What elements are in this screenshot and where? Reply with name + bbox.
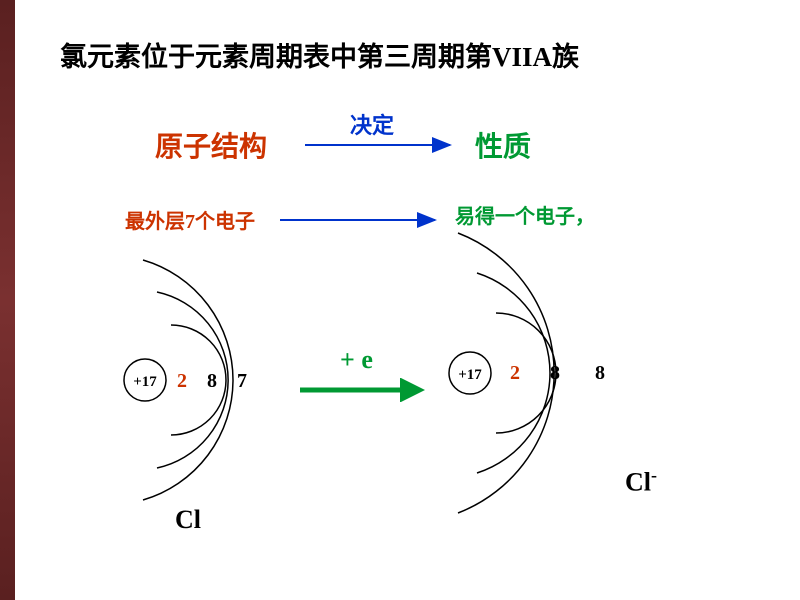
atom-left-shell-1: 2 — [177, 370, 187, 393]
atom-right-symbol-text: Cl — [625, 468, 651, 497]
page-title: 氯元素位于元素周期表中第三周期第VIIA族 — [60, 35, 579, 74]
left-stripe — [0, 0, 15, 600]
atom-right-charge: - — [651, 465, 657, 485]
atom-left-nucleus: +17 — [133, 374, 157, 390]
atom-left-shell-2: 8 — [207, 370, 217, 393]
arrow-detail — [280, 210, 450, 230]
slide-content: 氯元素位于元素周期表中第三周期第VIIA族 原子结构 决定 性质 最外层7个电子… — [15, 0, 800, 600]
atom-right-shell-3: 8 — [595, 362, 605, 385]
atom-right-diagram: +17 — [410, 228, 710, 528]
atom-left-shell-3: 7 — [237, 370, 247, 393]
atom-right-shell-1: 2 — [510, 362, 520, 385]
detail-left-label: 最外层7个电子 — [125, 205, 255, 234]
plus-e-label: + e — [340, 345, 373, 375]
detail-right-label: 易得一个电子， — [455, 200, 595, 229]
atom-right-shell-2: 8 — [550, 362, 560, 385]
atom-right-symbol: Cl- — [625, 465, 657, 498]
arrow-concept — [305, 135, 465, 155]
concept-left-label: 原子结构 — [155, 125, 267, 165]
atom-right-nucleus: +17 — [458, 367, 482, 383]
atom-left-symbol: Cl — [175, 505, 201, 535]
concept-right-label: 性质 — [475, 125, 531, 165]
